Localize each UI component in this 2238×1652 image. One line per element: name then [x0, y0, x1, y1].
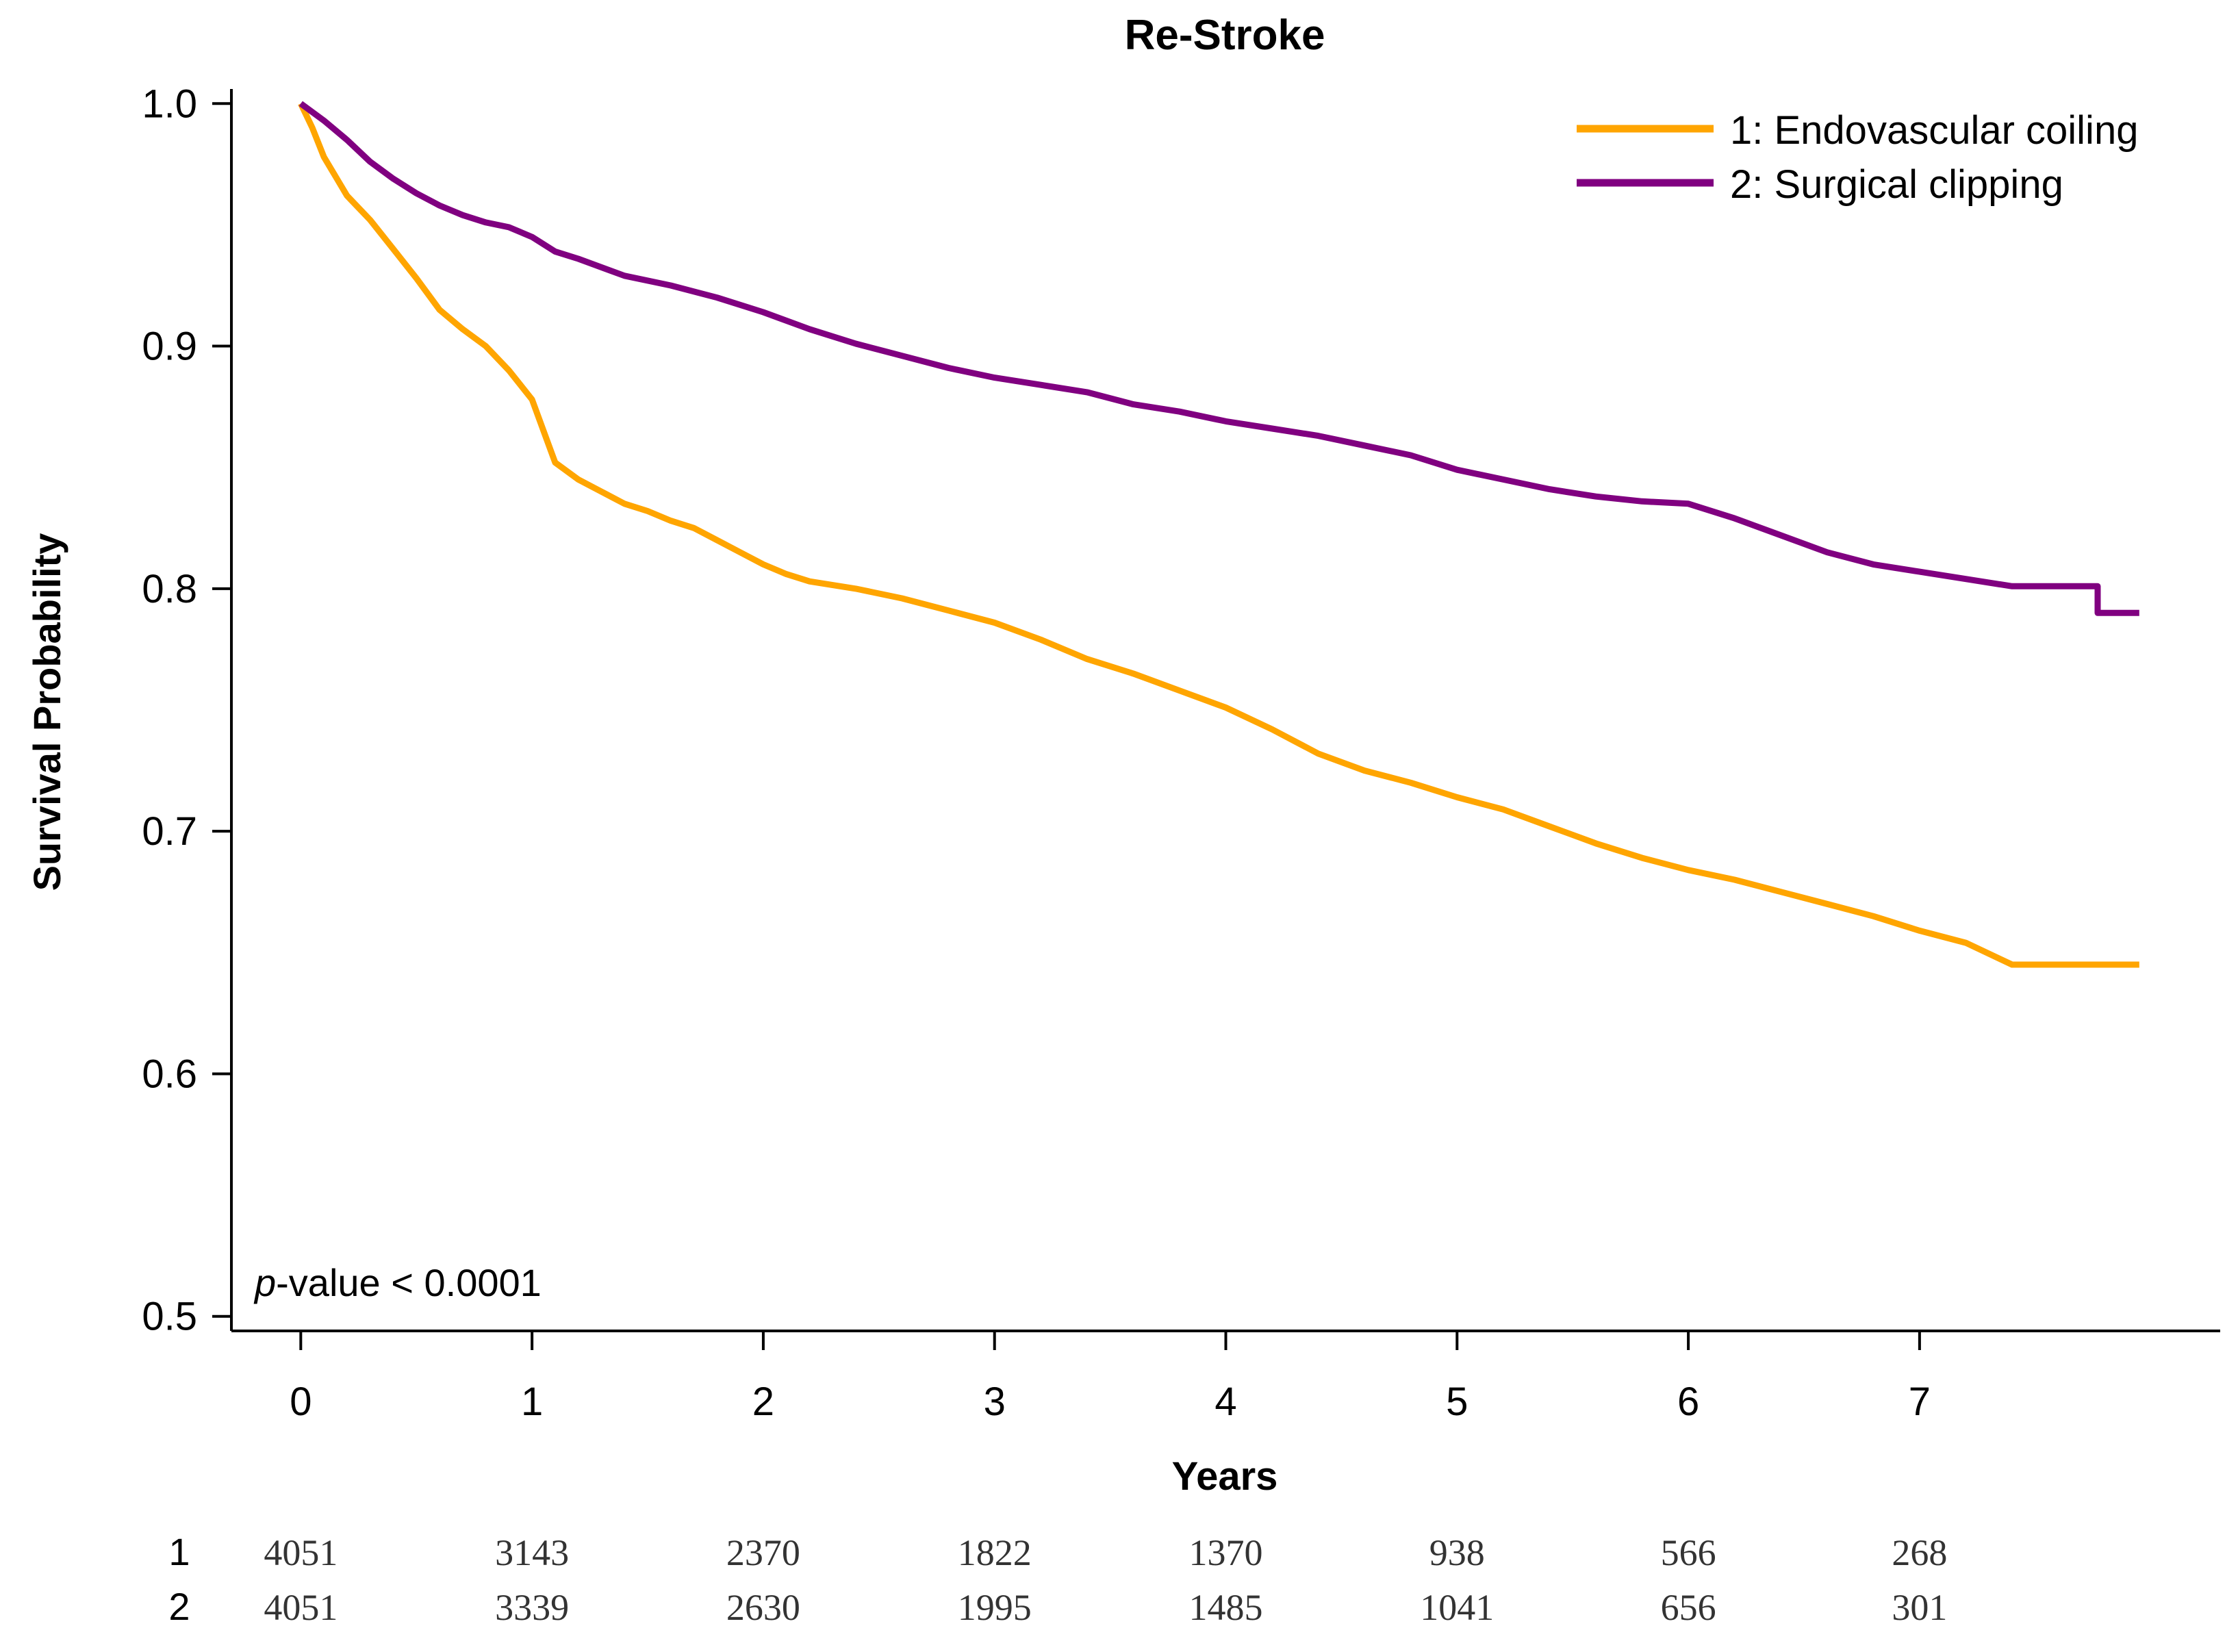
x-tick-label: 6 — [1677, 1380, 1699, 1424]
risk-table-cell: 301 — [1892, 1587, 1947, 1628]
y-ticks: 0.5 0.6 0.7 0.8 0.9 1.0 — [142, 81, 231, 1339]
risk-table: 1 4051 3143 2370 1822 1370 938 566 268 2 4051 3339 2… — [168, 1530, 1947, 1628]
x-axis: 0 1 2 3 4 5 6 7 — [231, 1330, 2220, 1424]
x-ticks: 0 1 2 3 4 5 6 7 — [290, 1331, 1931, 1424]
x-tick-label: 4 — [1215, 1380, 1236, 1424]
y-tick-label: 0.7 — [142, 809, 197, 854]
series-line-surgical-clipping — [298, 101, 2139, 616]
risk-table-cell: 1370 — [1189, 1532, 1263, 1573]
y-tick-label: 0.9 — [142, 325, 197, 369]
p-value-annotation: p-value < 0.0001 — [253, 1261, 542, 1304]
risk-table-row-label: 1 — [168, 1530, 190, 1573]
x-tick-label: 7 — [1909, 1380, 1931, 1424]
p-value-text: -value < 0.0001 — [276, 1261, 542, 1304]
y-tick-label: 1.0 — [142, 81, 197, 126]
risk-table-cell: 2630 — [726, 1587, 800, 1628]
chart-title: Re-Stroke — [1125, 12, 1325, 59]
risk-table-cell: 566 — [1661, 1532, 1716, 1573]
risk-table-cell: 2370 — [726, 1532, 800, 1573]
p-value-italic: p — [253, 1261, 276, 1304]
y-axis-label: Survival Probability — [25, 533, 68, 891]
x-axis-label: Years — [1172, 1454, 1278, 1499]
risk-table-cell: 3339 — [495, 1587, 569, 1628]
y-tick-label: 0.8 — [142, 567, 197, 611]
x-tick-label: 1 — [521, 1380, 543, 1424]
risk-table-cell: 268 — [1892, 1532, 1947, 1573]
x-tick-label: 3 — [984, 1380, 1006, 1424]
x-tick-label: 0 — [290, 1380, 311, 1424]
risk-table-cell: 656 — [1661, 1587, 1716, 1628]
risk-table-cell: 4051 — [264, 1587, 338, 1628]
risk-table-cell: 1041 — [1420, 1587, 1494, 1628]
risk-table-cell: 1995 — [958, 1587, 1032, 1628]
risk-table-cell: 4051 — [264, 1532, 338, 1573]
risk-table-row-label: 2 — [168, 1585, 190, 1628]
x-tick-label: 5 — [1446, 1380, 1468, 1424]
legend-label-endovascular-coiling: 1: Endovascular coiling — [1730, 108, 2138, 153]
risk-table-cell: 1485 — [1189, 1587, 1263, 1628]
risk-table-cell: 938 — [1429, 1532, 1485, 1573]
x-tick-label: 2 — [752, 1380, 774, 1424]
risk-table-cell: 3143 — [495, 1532, 569, 1573]
legend-label-surgical-clipping: 2: Surgical clipping — [1730, 162, 2063, 207]
series-line-endovascular-coiling — [298, 102, 2139, 968]
legend: 1: Endovascular coiling 2: Surgical clip… — [1577, 108, 2138, 207]
y-tick-label: 0.5 — [142, 1295, 197, 1339]
series-group — [298, 101, 2139, 968]
risk-table-cell: 1822 — [958, 1532, 1032, 1573]
y-tick-label: 0.6 — [142, 1052, 197, 1096]
y-axis: 0.5 0.6 0.7 0.8 0.9 1.0 — [142, 81, 233, 1339]
